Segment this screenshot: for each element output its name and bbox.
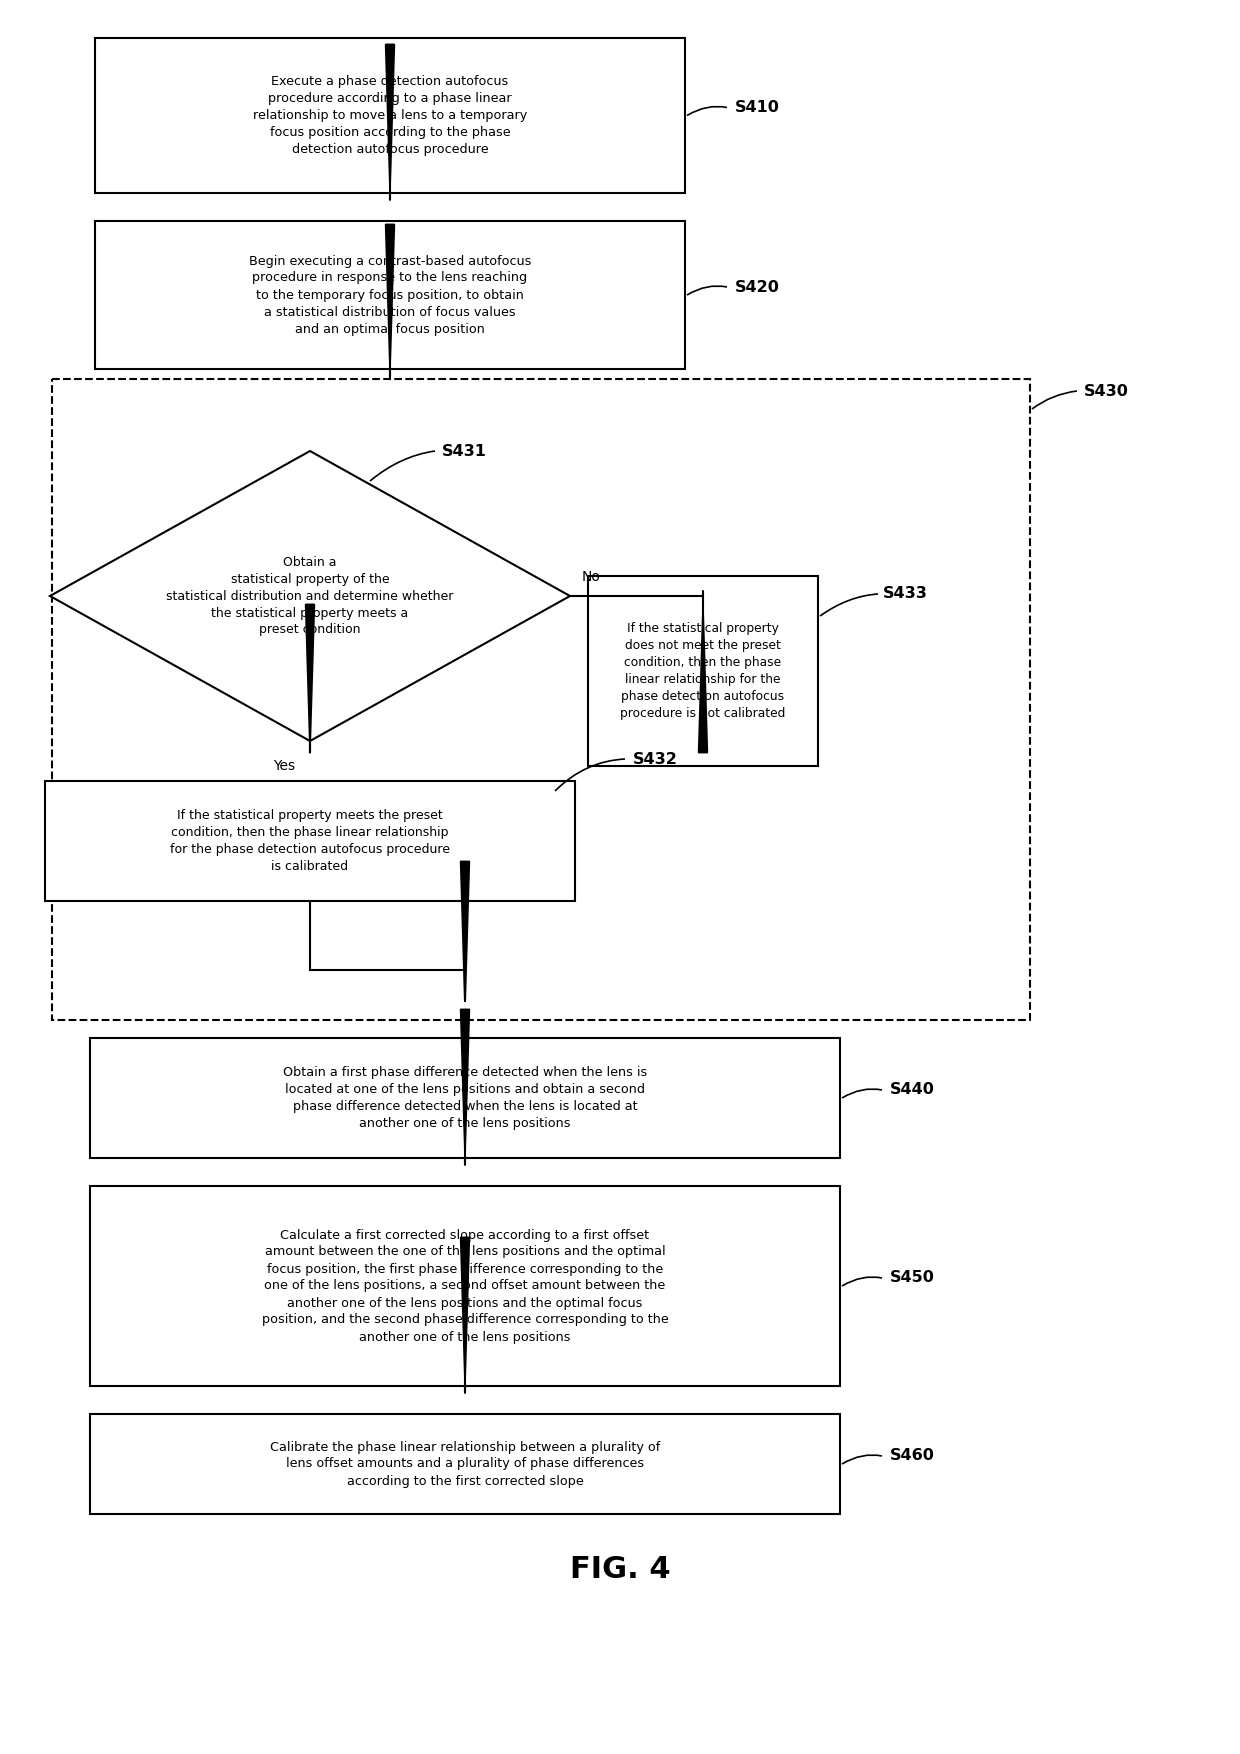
Text: S433: S433 [883, 586, 928, 602]
Polygon shape [50, 451, 570, 740]
Text: Obtain a first phase difference detected when the lens is
located at one of the : Obtain a first phase difference detected… [283, 1066, 647, 1130]
Text: S420: S420 [735, 279, 780, 295]
Bar [91, 1186, 839, 1386]
Bar [588, 575, 818, 766]
Bar [45, 781, 575, 902]
Text: Calculate a first corrected slope according to a first offset
amount between the: Calculate a first corrected slope accord… [262, 1228, 668, 1344]
Text: S431: S431 [441, 444, 487, 458]
Text: Execute a phase detection autofocus
procedure according to a phase linear
relati: Execute a phase detection autofocus proc… [253, 75, 527, 156]
Text: FIG. 4: FIG. 4 [569, 1554, 671, 1584]
Text: S410: S410 [735, 100, 780, 116]
Text: If the statistical property meets the preset
condition, then the phase linear re: If the statistical property meets the pr… [170, 809, 450, 873]
Text: Yes: Yes [273, 759, 295, 774]
Bar [52, 379, 1030, 1021]
Text: Begin executing a contrast-based autofocus
procedure in response to the lens rea: Begin executing a contrast-based autofoc… [249, 254, 531, 335]
Bar [91, 1414, 839, 1514]
Bar [95, 221, 684, 368]
Bar [95, 39, 684, 193]
Text: Obtain a
statistical property of the
statistical distribution and determine whet: Obtain a statistical property of the sta… [166, 556, 454, 637]
Text: S440: S440 [890, 1082, 935, 1098]
Text: S432: S432 [632, 751, 678, 766]
Text: No: No [582, 570, 601, 584]
Text: S430: S430 [1084, 384, 1128, 398]
Text: S450: S450 [890, 1270, 935, 1286]
Text: If the statistical property
does not meet the preset
condition, then the phase
l: If the statistical property does not mee… [620, 623, 786, 719]
Text: Calibrate the phase linear relationship between a plurality of
lens offset amoun: Calibrate the phase linear relationship … [270, 1440, 660, 1487]
Text: S460: S460 [890, 1449, 935, 1463]
Bar [91, 1038, 839, 1158]
